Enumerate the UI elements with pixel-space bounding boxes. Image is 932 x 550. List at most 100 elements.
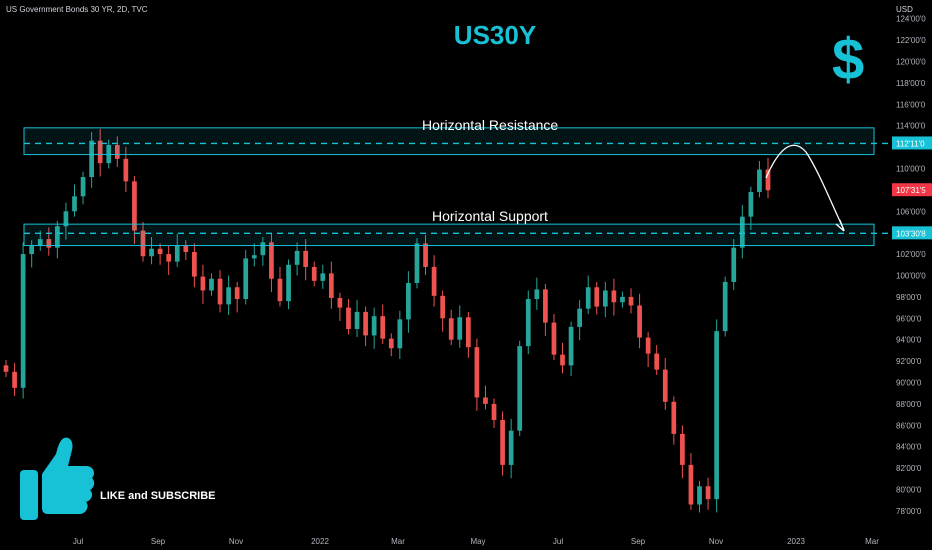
price-label-bg: [892, 183, 932, 197]
y-tick-label: 84'00'0: [896, 443, 922, 452]
support-label: Horizontal Support: [432, 208, 548, 224]
candle-body: [346, 307, 351, 329]
x-tick-label: Mar: [391, 537, 405, 546]
thumbs-up-icon: [20, 437, 95, 520]
candle-body: [80, 177, 86, 197]
candle-body: [457, 317, 463, 340]
resistance-zone: [23, 127, 875, 156]
y-tick-label: 80'00'0: [896, 486, 922, 495]
candle-body: [560, 354, 565, 366]
y-tick-label: 102'00'0: [896, 250, 926, 259]
candle-body: [174, 245, 180, 262]
y-tick-label: 122'00'0: [896, 36, 926, 45]
candle-body: [320, 273, 326, 281]
x-tick-label: Jul: [73, 537, 83, 546]
candle-body: [722, 281, 728, 332]
candle-body: [20, 254, 26, 388]
x-tick-label: Nov: [229, 537, 243, 546]
candle-body: [311, 266, 317, 281]
candle-body: [671, 401, 677, 434]
x-tick-label: Sep: [631, 537, 646, 546]
candle-body: [483, 397, 488, 404]
candle-body: [534, 289, 540, 300]
candle-body: [226, 287, 231, 305]
x-tick-label: Mar: [865, 537, 879, 546]
candle-body: [217, 278, 223, 305]
candle-body: [371, 316, 377, 336]
y-tick-label: 106'00'0: [896, 207, 926, 216]
candle-body: [748, 192, 754, 217]
y-tick-label: 114'00'0: [896, 122, 926, 131]
candle-body: [328, 273, 334, 298]
y-tick-label: 98'00'0: [896, 293, 922, 302]
candle-body: [594, 287, 600, 307]
y-tick-label: 82'00'0: [896, 464, 922, 473]
candle-body: [500, 419, 505, 465]
y-tick-label: 120'00'0: [896, 58, 926, 67]
candle-body: [680, 433, 685, 465]
candle-body: [448, 318, 454, 340]
candle-body: [251, 255, 257, 259]
candle-body: [114, 144, 120, 159]
like-subscribe-text: LIKE and SUBSCRIBE: [100, 490, 216, 502]
candle-body: [628, 296, 634, 306]
candle-body: [568, 326, 574, 366]
candle-body: [731, 247, 737, 282]
candle-body: [611, 290, 617, 303]
candle-body: [440, 295, 446, 319]
candle-body: [662, 369, 668, 402]
candle-body: [517, 346, 523, 431]
candle-body: [714, 331, 719, 500]
candle-body: [123, 158, 129, 182]
price-label: 103'30'8: [896, 229, 926, 238]
candle-body: [243, 258, 249, 300]
candle-body: [465, 317, 471, 348]
price-label-bg: [892, 136, 932, 150]
candle-body: [3, 365, 9, 372]
candle-body: [303, 250, 309, 267]
currency-label: USD: [896, 5, 913, 14]
candle-body: [63, 211, 69, 227]
candle-body: [72, 196, 77, 212]
y-tick-label: 88'00'0: [896, 400, 922, 409]
x-tick-label: Nov: [709, 537, 723, 546]
candle-body: [697, 486, 702, 505]
y-tick-label: 86'00'0: [896, 421, 922, 430]
candle-body: [551, 322, 557, 355]
candle-body: [106, 144, 112, 164]
candle-body: [645, 337, 651, 354]
projection-arrow: [765, 144, 845, 231]
candle-body: [739, 216, 745, 248]
candle-body: [423, 243, 428, 267]
candle-body: [157, 248, 163, 255]
candle-body: [183, 245, 189, 252]
candle-body: [234, 287, 240, 300]
candle-body: [577, 308, 582, 327]
support-zone: [23, 223, 875, 247]
x-tick-label: Sep: [151, 537, 166, 546]
candle-body: [757, 169, 762, 193]
x-axis: Jul Sep Nov 2022 Mar May Jul Sep Nov 2023 Mar: [73, 537, 879, 546]
candle-body: [620, 296, 625, 303]
y-tick-label: 124'00'0: [896, 15, 926, 24]
candle-body: [491, 403, 497, 420]
candle-body: [46, 239, 52, 248]
y-tick-label: 118'00'0: [896, 79, 926, 88]
projection-arrowhead: [835, 219, 845, 232]
candle-body: [388, 338, 394, 349]
price-label-bg: [892, 226, 932, 240]
y-tick-label: 100'00'0: [896, 272, 926, 281]
y-tick-label: 94'00'0: [896, 336, 922, 345]
x-tick-label: 2022: [311, 537, 329, 546]
candle-body: [12, 371, 17, 388]
x-tick-label: May: [470, 537, 485, 546]
candle-body: [380, 316, 386, 339]
resistance-label: Horizontal Resistance: [422, 117, 559, 133]
candle-body: [140, 230, 146, 257]
y-axis: 124'00'0 122'00'0 120'00'0 118'00'0 116'00'0…: [896, 15, 926, 516]
candle-body: [688, 464, 694, 505]
candle-body: [431, 266, 437, 296]
candle-body: [200, 276, 206, 291]
y-tick-label: 92'00'0: [896, 357, 922, 366]
